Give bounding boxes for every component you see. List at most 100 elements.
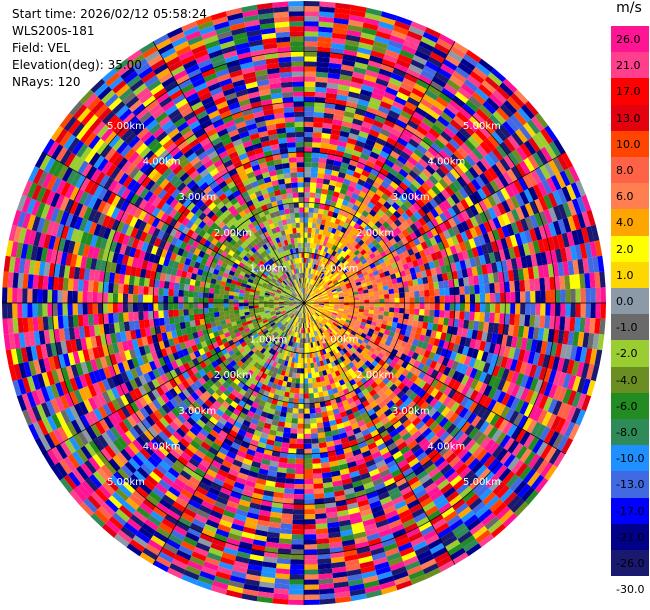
gate-cell: [361, 147, 372, 156]
gate-cell: [304, 237, 308, 243]
gate-cell: [482, 121, 495, 135]
gate-cell: [575, 180, 586, 197]
gate-cell: [304, 267, 306, 273]
gate-cell: [388, 132, 400, 142]
gate-cell: [381, 123, 394, 133]
gate-cell: [378, 290, 385, 296]
gate-cell: [556, 154, 569, 171]
gate-cell: [316, 182, 323, 189]
gate-cell: [289, 579, 304, 585]
gate-cell: [328, 274, 334, 280]
gate-cell: [552, 190, 563, 206]
gate-cell: [304, 584, 319, 590]
gate-cell: [322, 230, 328, 236]
gate-cell: [293, 403, 299, 409]
gate-cell: [397, 223, 406, 232]
gate-cell: [324, 285, 330, 290]
gate-cell: [350, 280, 356, 285]
gate-cell: [491, 192, 502, 205]
gate-cell: [364, 111, 377, 120]
gate-cell: [384, 141, 395, 151]
gate-cell: [434, 72, 450, 84]
gate-cell: [310, 237, 315, 244]
gate-cell: [528, 186, 539, 201]
gate-cell: [349, 180, 358, 188]
gate-cell: [393, 123, 405, 133]
gate-cell: [410, 21, 427, 32]
gate-cell: [324, 107, 335, 115]
gate-cell: [434, 234, 442, 244]
gate-cell: [295, 463, 304, 470]
gate-cell: [391, 30, 407, 40]
gate-cell: [301, 353, 304, 359]
gate-cell: [338, 79, 352, 87]
gate-cell: [352, 264, 359, 271]
gate-cell: [357, 225, 365, 233]
gate-cell: [355, 56, 370, 65]
gate-cell: [281, 442, 290, 449]
gate-cell: [344, 280, 350, 285]
gate-cell: [496, 86, 511, 101]
gate-cell: [339, 250, 346, 257]
gate-cell: [338, 135, 349, 143]
gate-cell: [398, 265, 405, 272]
gate-cell: [334, 252, 340, 259]
gate-cell: [320, 234, 326, 241]
gate-cell: [345, 248, 352, 255]
gate-cell: [339, 237, 346, 244]
gate-cell: [304, 232, 308, 238]
gate-cell: [322, 178, 331, 185]
gate-cell: [383, 91, 397, 101]
gate-cell: [446, 123, 459, 135]
gate-cell: [482, 197, 493, 210]
gate-cell: [346, 96, 359, 104]
gate-cell: [423, 191, 434, 202]
gate-cell: [349, 303, 355, 306]
gate-cell: [409, 231, 418, 241]
gate-cell: [304, 162, 312, 168]
gate-cell: [500, 292, 506, 303]
gate-cell: [372, 164, 382, 173]
gate-cell: [339, 188, 348, 195]
gate-cell: [353, 188, 362, 196]
gate-cell: [490, 68, 507, 83]
gate-cell: [373, 142, 384, 151]
gate-cell: [530, 290, 536, 303]
gate-cell: [386, 233, 394, 241]
gate-cell: [308, 217, 313, 223]
gate-cell: [301, 343, 304, 349]
gate-cell: [304, 473, 314, 480]
gate-cell: [365, 69, 379, 78]
gate-cell: [316, 218, 322, 225]
gate-cell: [322, 282, 328, 288]
gate-cell: [318, 229, 324, 235]
gate-cell: [409, 308, 415, 315]
gate-cell: [345, 190, 354, 198]
gate-cell: [438, 91, 452, 104]
gate-cell: [432, 157, 443, 168]
gate-cell: [319, 224, 325, 231]
gate-cell: [454, 66, 470, 79]
gate-cell: [414, 296, 420, 303]
gate-cell: [484, 76, 500, 90]
gate-cell: [425, 239, 433, 248]
gate-cell: [327, 273, 333, 279]
gate-cell: [441, 87, 455, 100]
gate-cell: [317, 432, 326, 439]
gate-cell: [392, 68, 407, 78]
gate-cell: [419, 303, 425, 310]
gate-cell: [480, 157, 492, 170]
gate-cell: [309, 413, 317, 419]
gate-cell: [289, 392, 295, 399]
gate-cell: [357, 232, 365, 240]
gate-cell: [418, 172, 429, 182]
gate-cell: [435, 96, 449, 108]
gate-cell: [340, 273, 347, 279]
gate-cell: [317, 271, 322, 277]
gate-cell: [439, 303, 445, 311]
gate-cell: [550, 289, 556, 303]
gate-cell: [337, 89, 349, 97]
gate-cell: [304, 16, 319, 22]
gate-cell: [322, 257, 327, 263]
gate-cell: [372, 205, 380, 213]
